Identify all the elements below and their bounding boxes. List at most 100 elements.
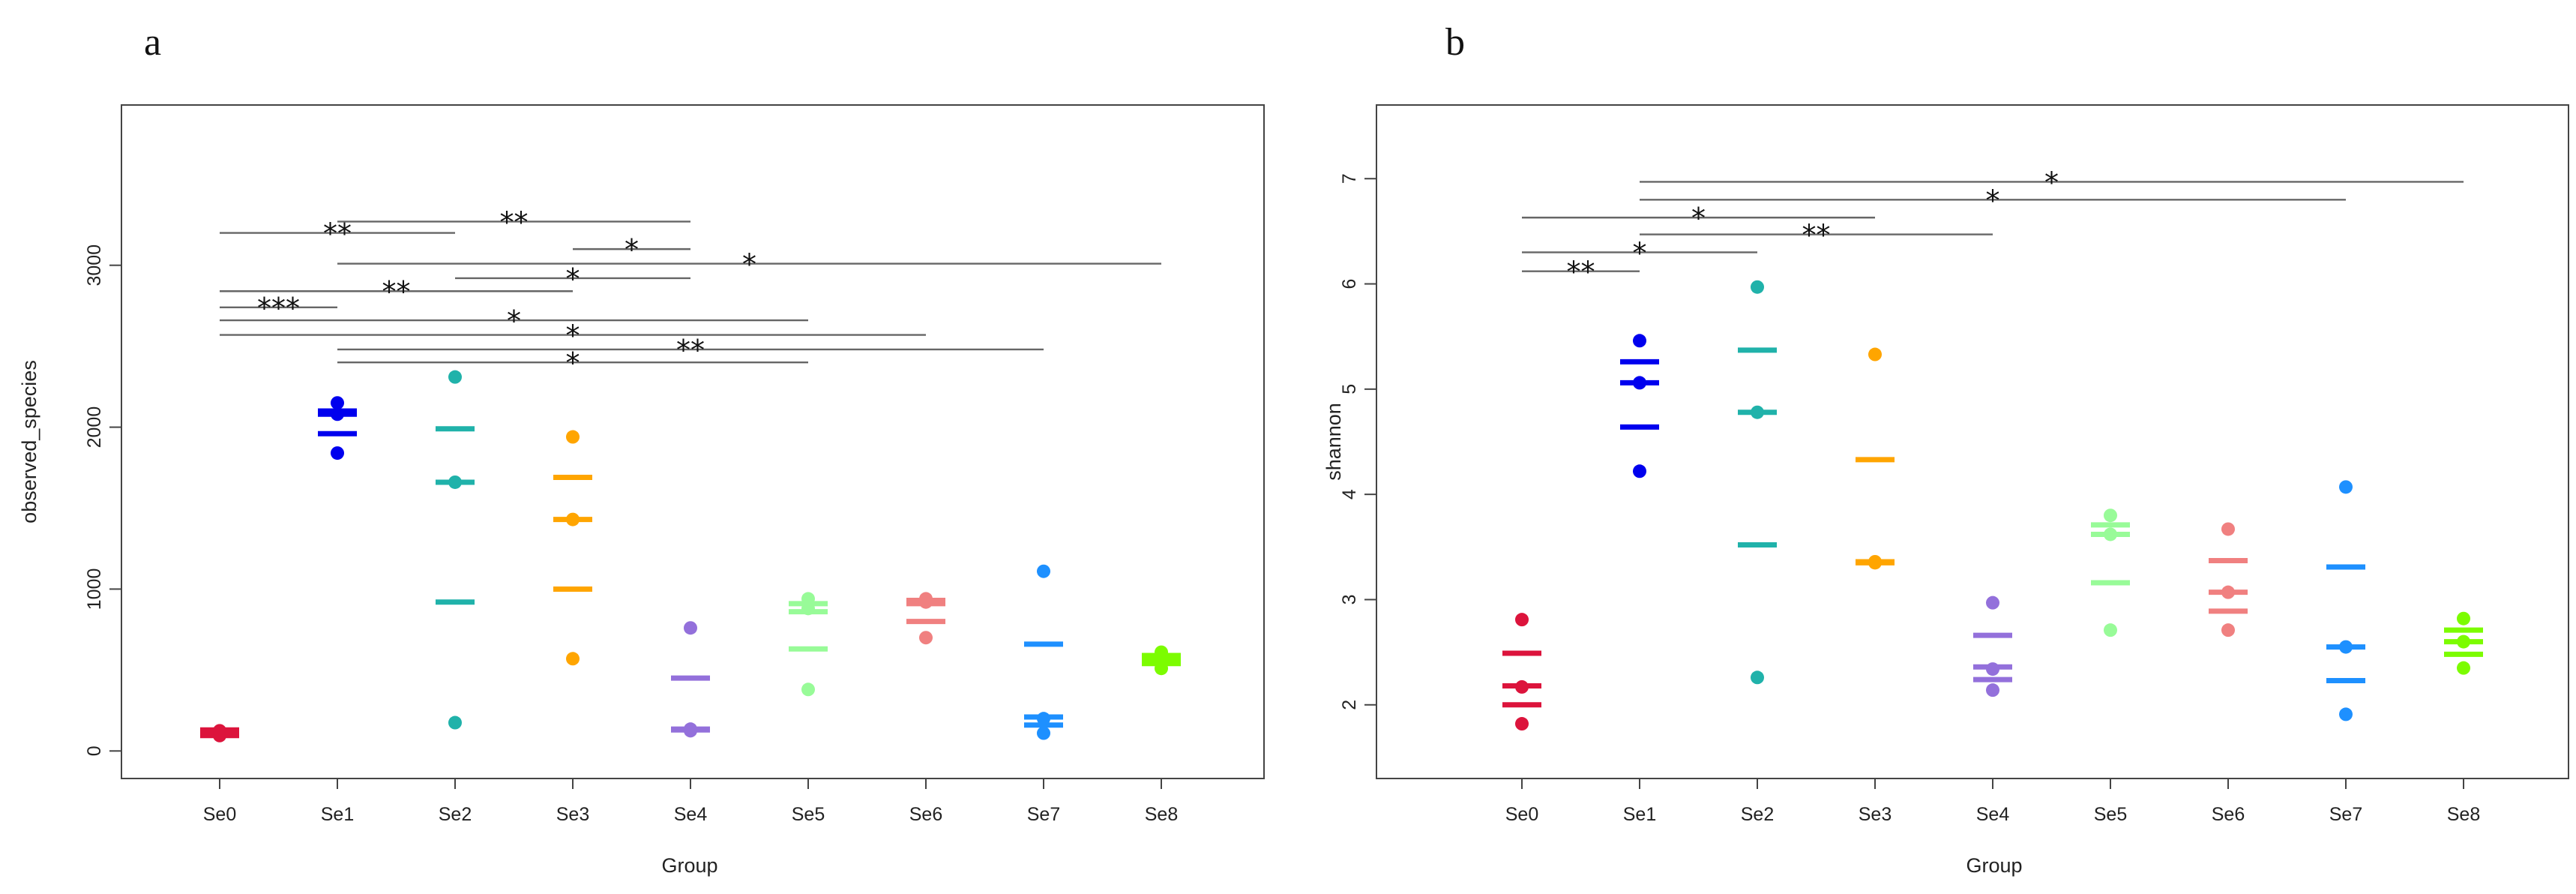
significance-label: **	[382, 275, 411, 308]
y-tick-label: 7	[1339, 173, 1360, 184]
data-point	[2457, 661, 2470, 675]
x-tick-label: Se3	[556, 804, 589, 825]
significance-label: **	[323, 218, 352, 250]
data-point	[1868, 554, 1882, 568]
data-point	[566, 512, 580, 526]
significance-label: ***	[257, 292, 300, 325]
y-tick-label: 3000	[84, 244, 105, 286]
data-point	[2221, 522, 2235, 536]
x-tick-label: Se2	[1741, 804, 1774, 825]
plot-a-significance: ** *** ******* * * ***	[220, 206, 1161, 380]
x-tick-label: Se0	[203, 804, 236, 825]
data-point	[1633, 376, 1646, 390]
data-point	[2104, 508, 2117, 523]
x-tick-label: Se4	[1976, 804, 2010, 825]
panel-b-letter: b	[1445, 21, 1465, 64]
y-tick-label: 6	[1339, 279, 1360, 290]
y-tick-label: 1000	[84, 568, 105, 610]
data-point	[1751, 405, 1764, 419]
significance-label: *	[2044, 166, 2059, 199]
data-point	[684, 621, 697, 635]
data-point	[566, 652, 580, 666]
data-point	[2104, 527, 2117, 542]
significance-label: *	[507, 304, 521, 338]
data-point	[1986, 662, 1999, 676]
data-point	[2221, 585, 2235, 599]
plot-a-ylabel: observed_species	[18, 360, 40, 524]
significance-label: **	[1802, 219, 1831, 252]
data-point	[919, 592, 933, 606]
data-point	[801, 602, 815, 616]
y-tick-label: 3	[1339, 595, 1360, 605]
panel-a-letter: a	[144, 21, 161, 64]
x-tick-label: Se1	[321, 804, 354, 825]
data-point	[1515, 680, 1529, 694]
x-tick-label: Se4	[674, 804, 708, 825]
y-tick-label: 5	[1339, 384, 1360, 394]
significance-label: *	[1691, 202, 1706, 235]
data-point	[1037, 564, 1050, 578]
data-point	[1037, 712, 1050, 726]
data-point	[1515, 613, 1529, 627]
data-point	[1633, 464, 1646, 478]
significance-label: **	[500, 206, 529, 238]
data-point	[448, 716, 462, 730]
data-point	[566, 430, 580, 444]
significance-label: **	[676, 334, 705, 367]
data-point	[331, 446, 344, 460]
data-point	[1751, 280, 1764, 294]
plot-a-y-axis: 0 1000 2000 3000	[84, 244, 121, 756]
data-point	[919, 631, 933, 645]
significance-label: *	[1633, 236, 1647, 269]
plot-a-marks	[200, 370, 1181, 742]
data-point	[2339, 640, 2353, 654]
y-tick-label: 2000	[84, 406, 105, 448]
x-tick-label: Se8	[2447, 804, 2480, 825]
plot-b-significance: ********	[1522, 166, 2464, 289]
plot-b-x-axis: Se0 Se1 Se2 Se3 Se4 Se5 Se6 Se7 Se8	[1505, 778, 2480, 825]
data-point	[1155, 645, 1168, 659]
x-tick-label: Se5	[2094, 804, 2127, 825]
data-point	[2457, 611, 2470, 626]
significance-label: **	[1567, 256, 1595, 289]
significance-label: *	[566, 262, 580, 296]
x-tick-label: Se6	[909, 804, 942, 825]
x-tick-label: Se7	[2329, 804, 2362, 825]
plot-b-frame	[1376, 104, 2569, 779]
data-point	[448, 370, 462, 384]
data-point	[2221, 623, 2235, 638]
data-point	[2339, 480, 2353, 494]
data-point	[1986, 596, 1999, 610]
x-tick-label: Se8	[1145, 804, 1178, 825]
plot-b-xlabel: Group	[1966, 854, 2022, 877]
data-point	[2457, 634, 2470, 649]
data-point	[1515, 717, 1529, 731]
significance-label: *	[566, 320, 580, 352]
significance-label: *	[625, 233, 639, 266]
significance-label: *	[1986, 184, 2000, 217]
plot-b-ylabel: shannon	[1322, 403, 1345, 481]
data-point	[448, 475, 462, 489]
data-point	[1986, 683, 1999, 698]
data-point	[1633, 334, 1646, 348]
significance-label: *	[566, 346, 580, 380]
data-point	[684, 722, 697, 736]
data-point	[2104, 623, 2117, 638]
x-tick-label: Se0	[1505, 804, 1538, 825]
data-point	[331, 407, 344, 422]
x-tick-label: Se1	[1623, 804, 1656, 825]
x-tick-label: Se3	[1859, 804, 1892, 825]
significance-label: *	[742, 248, 756, 281]
y-tick-label: 2	[1339, 700, 1360, 710]
data-point	[213, 724, 226, 738]
plot-a-x-axis: Se0 Se1 Se2 Se3 Se4 Se5 Se6 Se7 Se8	[203, 778, 1178, 825]
data-point	[801, 682, 815, 697]
plot-b-y-axis: 2 3 4 5 6 7	[1339, 173, 1376, 710]
data-point	[1868, 347, 1882, 362]
data-point	[2339, 707, 2353, 722]
plot-a-xlabel: Group	[661, 854, 717, 877]
x-tick-label: Se7	[1027, 804, 1060, 825]
data-point	[1751, 670, 1764, 685]
data-point	[331, 396, 344, 410]
